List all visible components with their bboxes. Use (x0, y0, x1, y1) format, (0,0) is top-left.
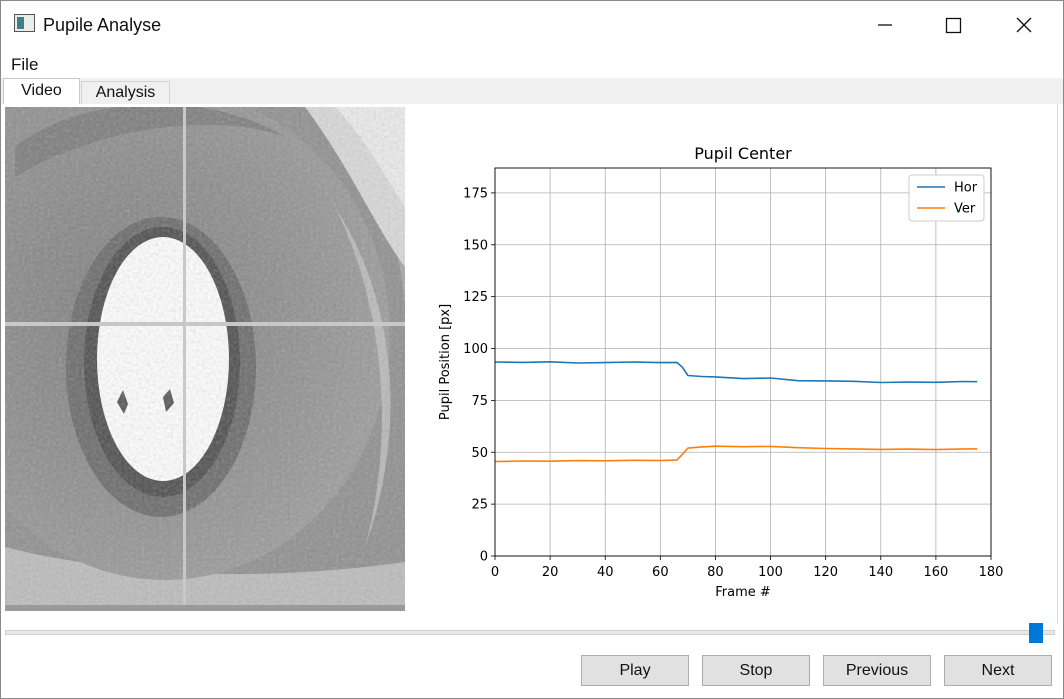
tab-video[interactable]: Video (3, 78, 80, 105)
series-line-hor (494, 361, 978, 384)
eye-video-frame (5, 107, 405, 611)
pupil-center-plot: 0 20 40 60 80 100 120 140 160 180 0 25 50 75 100 125 150… (421, 131, 1021, 616)
x-tick-label: 20 (542, 565, 559, 580)
eye-image (5, 107, 405, 611)
title-bar[interactable]: Pupile Analyse (1, 1, 1063, 49)
legend-label-ver: Ver (954, 202, 976, 217)
menu-file[interactable]: File (11, 55, 39, 74)
frame-slider[interactable] (5, 623, 1055, 643)
x-tick-label: 100 (758, 565, 783, 580)
series-line-ver (494, 445, 978, 463)
chart-svg: 0 20 40 60 80 100 120 140 160 180 0 25 50 75 100 125 150… (438, 144, 1004, 600)
x-tick-label: 180 (979, 565, 1004, 580)
x-tick-label: 120 (813, 565, 838, 580)
x-tick-label: 80 (707, 565, 724, 580)
y-tick-label: 75 (471, 394, 488, 409)
menu-bar: File (1, 53, 1063, 77)
next-button[interactable]: Next (944, 655, 1052, 686)
slider-handle[interactable] (1029, 623, 1043, 643)
x-tick-label: 160 (923, 565, 948, 580)
legend-label-hor: Hor (954, 181, 978, 196)
x-tick-label: 140 (868, 565, 893, 580)
maximize-button[interactable] (919, 1, 989, 49)
y-tick-label: 0 (480, 550, 488, 565)
y-tick-label: 175 (463, 186, 488, 201)
app-icon (14, 14, 35, 32)
stop-button[interactable]: Stop (702, 655, 810, 686)
y-tick-label: 125 (463, 290, 488, 305)
y-tick-label: 100 (463, 342, 488, 357)
play-button[interactable]: Play (581, 655, 689, 686)
maximize-icon (945, 17, 962, 34)
chart-title: Pupil Center (694, 144, 792, 163)
x-axis-label: Frame # (715, 585, 771, 600)
close-icon (1016, 17, 1032, 33)
plot-area (495, 168, 991, 556)
plot-frame (494, 167, 992, 557)
y-tick-label: 150 (463, 238, 488, 253)
previous-button[interactable]: Previous (823, 655, 931, 686)
x-tick-label: 60 (652, 565, 669, 580)
window-title: Pupile Analyse (43, 15, 162, 35)
minimize-button[interactable] (850, 1, 920, 49)
tab-analysis[interactable]: Analysis (81, 81, 170, 104)
x-tick-label: 0 (491, 565, 499, 580)
x-tick-label: 40 (597, 565, 614, 580)
y-tick-label: 25 (471, 498, 488, 513)
tab-bar: Video Analysis (1, 78, 1063, 105)
close-button[interactable] (989, 1, 1059, 49)
y-tick-label: 50 (471, 446, 488, 461)
y-axis-label: Pupil Position [px] (438, 304, 453, 420)
slider-track[interactable] (5, 630, 1055, 635)
minimize-icon (878, 24, 892, 26)
